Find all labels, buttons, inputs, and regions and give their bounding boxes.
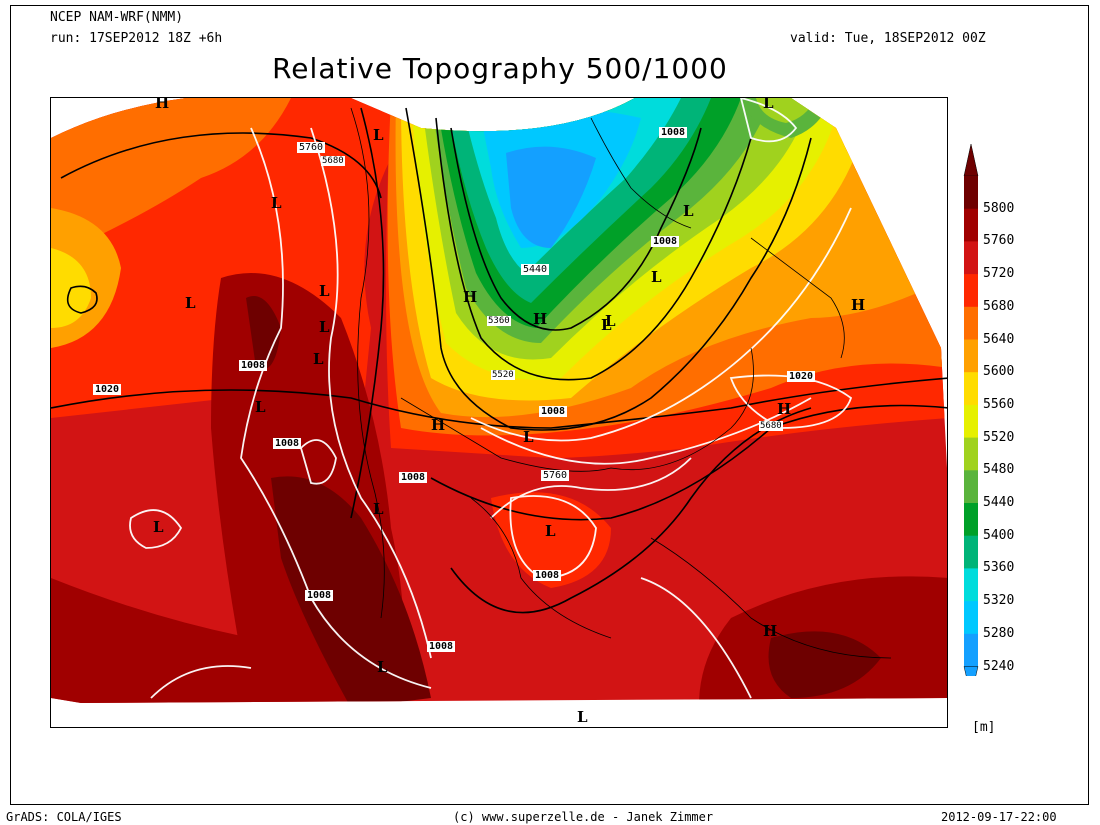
colorbar-cell xyxy=(964,404,978,439)
low-marker: L xyxy=(271,194,282,212)
colorbar-tick-label: 5720 xyxy=(983,266,1015,282)
contour-label: 1008 xyxy=(659,127,688,138)
low-marker: L xyxy=(255,398,266,416)
high-marker: H xyxy=(763,622,778,640)
low-marker: L xyxy=(601,316,612,334)
contour-label: 5440 xyxy=(521,264,550,275)
colorbar-tick-label: 5600 xyxy=(983,364,1015,380)
colorbar-tick-label: 5280 xyxy=(983,625,1015,641)
contour-label: 1008 xyxy=(273,438,302,449)
contour-label: 1008 xyxy=(239,360,268,371)
low-marker: L xyxy=(523,428,534,446)
colorbar-bottom-arrow xyxy=(963,666,979,697)
contour-label: 5680 xyxy=(759,421,783,431)
contour-label: 1008 xyxy=(399,472,428,483)
low-marker: L xyxy=(319,282,330,300)
colorbar-graphic xyxy=(963,143,979,697)
low-marker: L xyxy=(651,268,662,286)
colorbar-cell xyxy=(964,470,978,504)
colorbar-cell xyxy=(964,274,978,308)
colorbar-cell xyxy=(964,208,978,242)
low-marker: L xyxy=(319,318,330,336)
footer-software: GrADS: COLA/IGES xyxy=(6,810,122,824)
colorbar-cell xyxy=(964,241,978,275)
weather-map: 5760 5680 1008 1008 5440 5360 5520 1008 … xyxy=(50,97,948,728)
contour-label: 1008 xyxy=(305,590,334,601)
coastlines xyxy=(350,107,892,659)
contour-label: 5760 xyxy=(297,142,326,153)
low-marker: L xyxy=(373,126,384,144)
colorbar-tick-label: 5800 xyxy=(983,200,1015,216)
contour-label: 5680 xyxy=(321,156,345,166)
colorbar-tick-label: 5560 xyxy=(983,396,1015,412)
high-marker: H xyxy=(851,296,866,314)
colorbar-cell xyxy=(964,339,978,373)
colorbar-top-arrow xyxy=(963,143,979,177)
low-marker: L xyxy=(577,708,588,726)
colorbar-cell xyxy=(964,601,978,635)
high-marker: H xyxy=(155,97,170,112)
low-marker: L xyxy=(377,658,388,676)
contour-label: 1008 xyxy=(427,641,456,652)
contour-label: 1020 xyxy=(93,384,122,395)
contour-label: 5360 xyxy=(487,316,511,326)
colorbar-cell xyxy=(964,568,978,602)
colorbar-cell xyxy=(964,372,978,406)
colorbar-tick-label: 5680 xyxy=(983,298,1015,314)
contour-label: 5520 xyxy=(491,370,515,380)
low-marker: L xyxy=(763,97,774,112)
map-title: Relative Topography 500/1000 xyxy=(272,52,728,85)
low-marker: L xyxy=(153,518,164,536)
colorbar-tick-label: 5440 xyxy=(983,495,1015,510)
colorbar-tick-label: 5520 xyxy=(983,429,1015,445)
colorbar xyxy=(960,143,982,697)
colorbar-unit: [m] xyxy=(972,720,996,735)
contour-label: 1020 xyxy=(787,371,816,382)
colorbar-tick-label: 5360 xyxy=(983,560,1015,576)
low-marker: L xyxy=(545,522,556,540)
high-marker: H xyxy=(533,310,548,328)
colorbar-tick-label: 5320 xyxy=(983,593,1015,609)
colorbar-cell xyxy=(964,306,978,340)
low-marker: L xyxy=(373,500,384,518)
high-marker: H xyxy=(463,288,478,306)
low-marker: L xyxy=(683,202,694,220)
colorbar-tick-label: 5480 xyxy=(983,462,1015,478)
colorbar-cell xyxy=(964,535,978,569)
colorbar-cell xyxy=(964,437,978,471)
colorbar-tick-label: 5400 xyxy=(983,527,1015,543)
colorbar-cell xyxy=(964,633,978,667)
colorbar-tick-label: 5240 xyxy=(983,658,1015,674)
colorbar-tick-label: 5760 xyxy=(983,233,1015,249)
contour-label: 1008 xyxy=(533,570,562,581)
colorbar-cell xyxy=(964,176,978,210)
footer-credit: (c) www.superzelle.de - Janek Zimmer xyxy=(453,810,714,824)
contour-label: 1008 xyxy=(539,406,568,417)
colorbar-cell xyxy=(964,503,978,537)
footer-timestamp: 2012-09-17-22:00 xyxy=(941,810,1057,824)
height-contours xyxy=(129,98,853,699)
run-time: run: 17SEP2012 18Z +6h xyxy=(50,31,223,46)
map-canvas xyxy=(51,98,947,703)
low-marker: L xyxy=(313,350,324,368)
temperature-field xyxy=(51,98,947,703)
figure-frame xyxy=(10,5,1089,805)
contour-label: 1008 xyxy=(651,236,680,247)
model-name: NCEP NAM-WRF(NMM) xyxy=(50,10,184,25)
colorbar-tick-label: 5640 xyxy=(983,331,1015,347)
low-marker: L xyxy=(605,312,616,330)
valid-time: valid: Tue, 18SEP2012 00Z xyxy=(790,31,986,46)
contour-label: 5760 xyxy=(541,470,570,481)
low-marker: L xyxy=(185,294,196,312)
high-marker: H xyxy=(777,400,792,418)
high-marker: H xyxy=(431,416,446,434)
